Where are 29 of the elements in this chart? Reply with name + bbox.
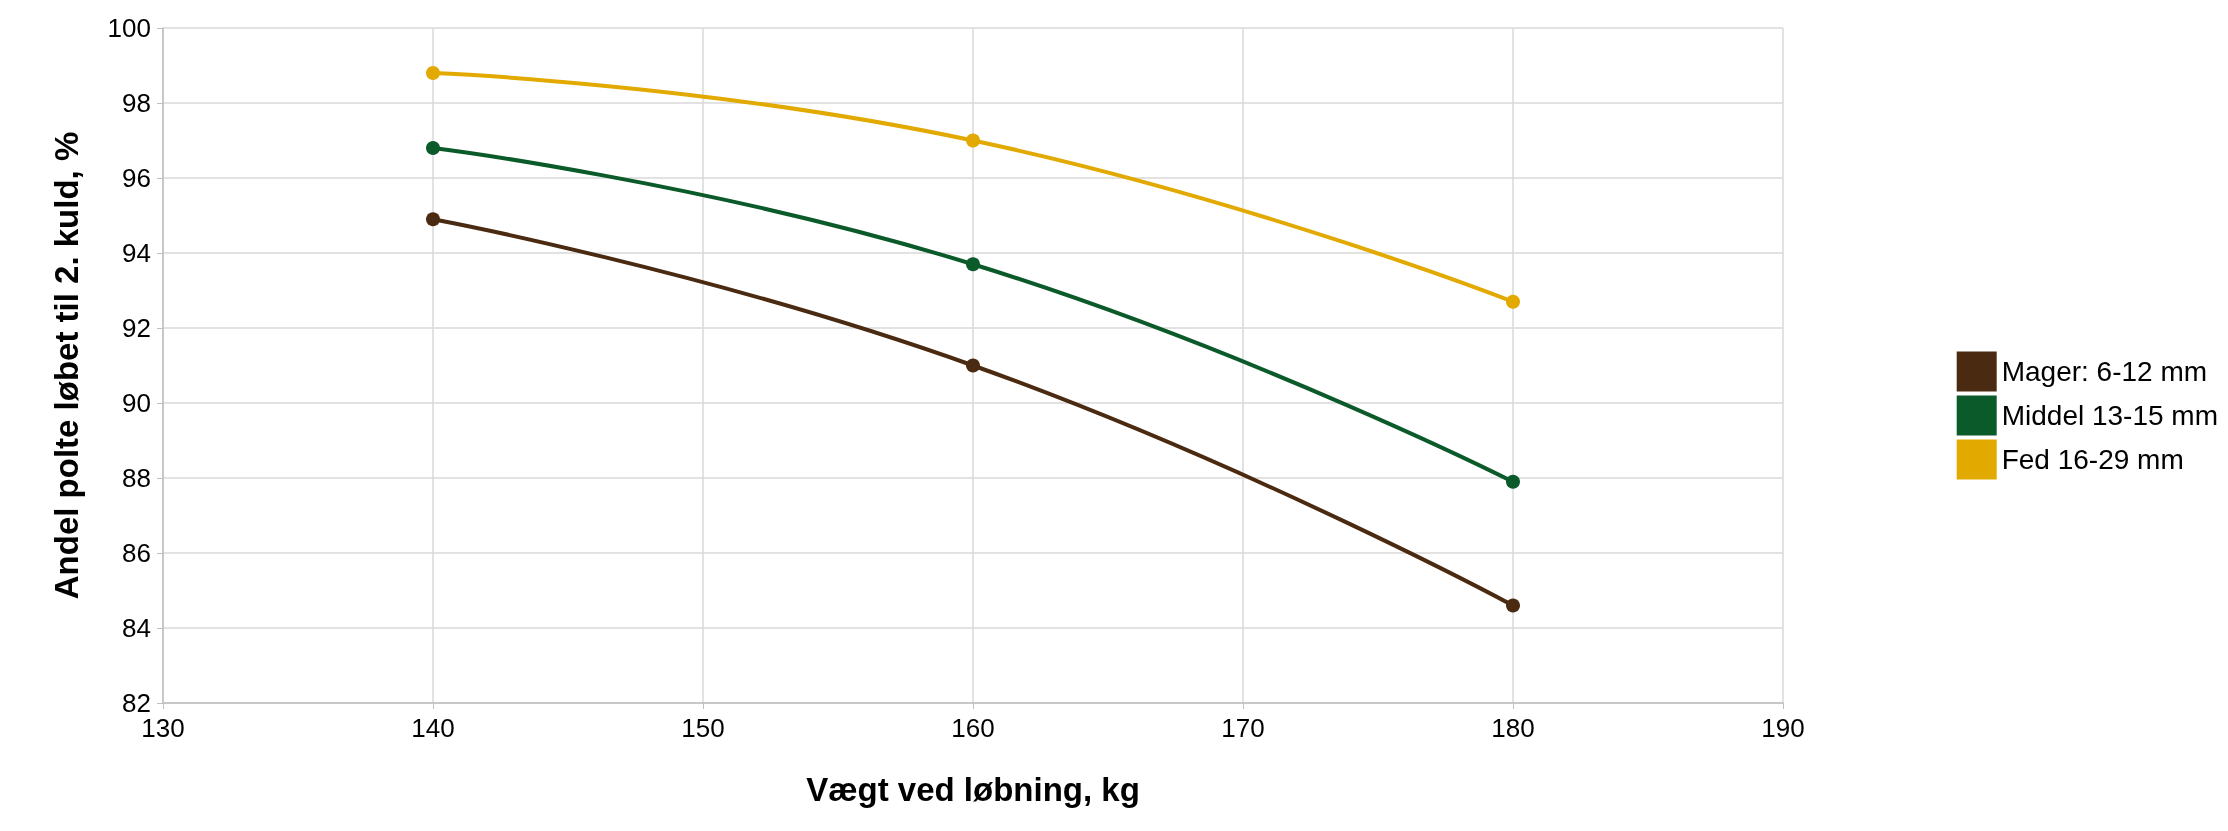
point [426,66,440,80]
x-tick-label: 190 [1761,713,1805,743]
x-tick-label: 140 [411,713,455,743]
y-tick-label: 100 [107,13,151,43]
x-tick-label: 160 [951,713,995,743]
point [1506,474,1520,489]
point [966,257,980,272]
y-tick-label: 88 [122,463,151,493]
y-tick-label: 84 [122,613,151,643]
point [1506,598,1520,613]
legend-label: Middel 13-15 mm [2001,400,2219,431]
y-tick-label: 86 [122,538,151,568]
y-tick-label: 92 [122,313,151,343]
x-tick-label: 180 [1491,713,1535,743]
y-tick-label: 94 [122,238,151,268]
y-tick-label: 96 [122,163,151,193]
point [966,133,980,148]
legend-label: Mager: 6-12 mm [2001,356,2208,387]
point [1506,294,1520,309]
y-tick-label: 98 [122,88,151,118]
legend-label: Fed 16-29 mm [2001,444,2184,475]
x-tick-label: 150 [681,713,725,743]
point [966,358,980,373]
y-axis-title: Andel polte løbet til 2. kuld, % [48,131,85,600]
x-axis-title: Vægt ved løbning, kg [806,771,1140,808]
point [426,141,440,155]
x-tick-label: 170 [1221,713,1265,743]
point [426,212,440,227]
y-tick-label: 90 [122,388,151,418]
